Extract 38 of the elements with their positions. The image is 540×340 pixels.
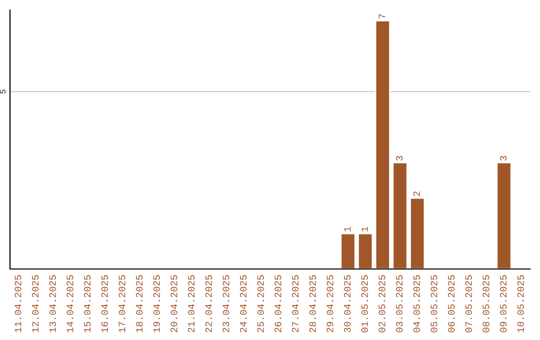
bar: [496, 162, 512, 269]
x-tick-label: 05.05.2025: [430, 275, 438, 332]
x-tick-label: 11.04.2025: [14, 275, 22, 332]
x-tick-label: 24.04.2025: [240, 275, 247, 332]
x-tick-label: 26.04.2025: [274, 275, 282, 332]
x-tick-label: 02.05.2025: [378, 275, 386, 332]
x-tick-label: 09.05.2025: [500, 275, 507, 332]
x-tick-label: 23.04.2025: [222, 275, 230, 332]
x-tick-label: 28.04.2025: [309, 275, 316, 332]
x-tick-label: 22.04.2025: [205, 275, 212, 332]
x-tick-label: 16.04.2025: [101, 275, 108, 332]
x-tick-label: 19.04.2025: [153, 275, 160, 332]
x-tick-label: 30.04.2025: [344, 275, 351, 332]
x-tick-label: 29.04.2025: [326, 275, 334, 332]
data-label: 3: [396, 156, 403, 161]
y-tick-label: 5: [0, 90, 6, 94]
x-tick-label: 04.05.2025: [413, 275, 420, 332]
data-label: 7: [378, 14, 386, 19]
x-tick-label: 13.04.2025: [49, 275, 56, 332]
x-tick-label: 12.04.2025: [32, 275, 39, 332]
data-label: 1: [344, 226, 351, 232]
x-tick-label: 06.05.2025: [448, 275, 455, 332]
x-tick-label: 17.04.2025: [118, 275, 126, 332]
x-tick-label: 15.04.2025: [84, 275, 91, 332]
x-tick-label: 01.05.2025: [361, 275, 368, 332]
x-tick-label: 21.04.2025: [188, 275, 195, 332]
data-label: 2: [413, 192, 420, 196]
x-tick-label: 10.05.2025: [517, 275, 524, 332]
x-tick-label: 08.05.2025: [482, 275, 490, 332]
x-tick-label: 27.04.2025: [292, 275, 299, 332]
x-tick-label: 18.04.2025: [136, 275, 143, 332]
x-tick-label: 07.05.2025: [465, 275, 472, 332]
x-tick-label: 25.04.2025: [257, 275, 264, 332]
x-tick-label: 14.04.2025: [66, 275, 74, 332]
x-tick-label: 20.04.2025: [170, 275, 178, 332]
x-tick-label: 03.05.2025: [396, 275, 403, 332]
data-label: 3: [500, 156, 507, 161]
data-label: 1: [361, 226, 368, 232]
